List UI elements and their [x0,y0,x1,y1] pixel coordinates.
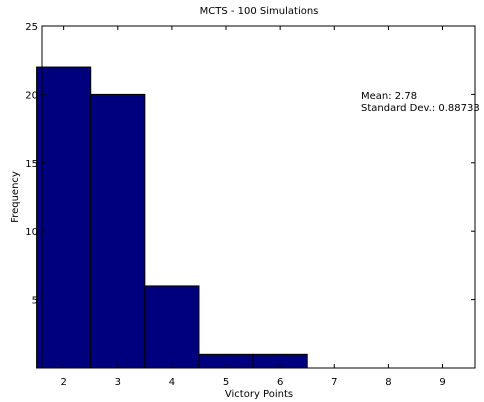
plot-frame [41,25,476,369]
y-tick-label-10: 10 [25,227,38,238]
annotation-mean: Mean: 2.78 [361,91,417,102]
y-tick-label-20: 20 [25,90,38,101]
x-tick-label-8: 8 [385,377,391,388]
x-tick-label-4: 4 [169,377,175,388]
y-tick-label-15: 15 [25,159,38,170]
histogram-bar-2 [90,93,146,369]
x-tick-label-3: 3 [115,377,121,388]
x-axis-label: Victory Points [225,389,293,400]
x-tick-label-5: 5 [223,377,229,388]
x-tick-label-7: 7 [331,377,337,388]
x-tick-label-2: 2 [60,377,66,388]
histogram-bar-3 [144,285,200,369]
histogram-bar-1 [36,66,92,369]
chart-title: MCTS - 100 Simulations [200,6,319,17]
annotation-std-dev: Standard Dev.: 0.88733 [361,103,480,114]
y-tick-label-5: 5 [32,296,38,307]
y-axis-label: Frequency [10,171,21,223]
y-tick-label-25: 25 [25,22,38,33]
x-tick-label-9: 9 [439,377,445,388]
x-tick-label-6: 6 [277,377,283,388]
